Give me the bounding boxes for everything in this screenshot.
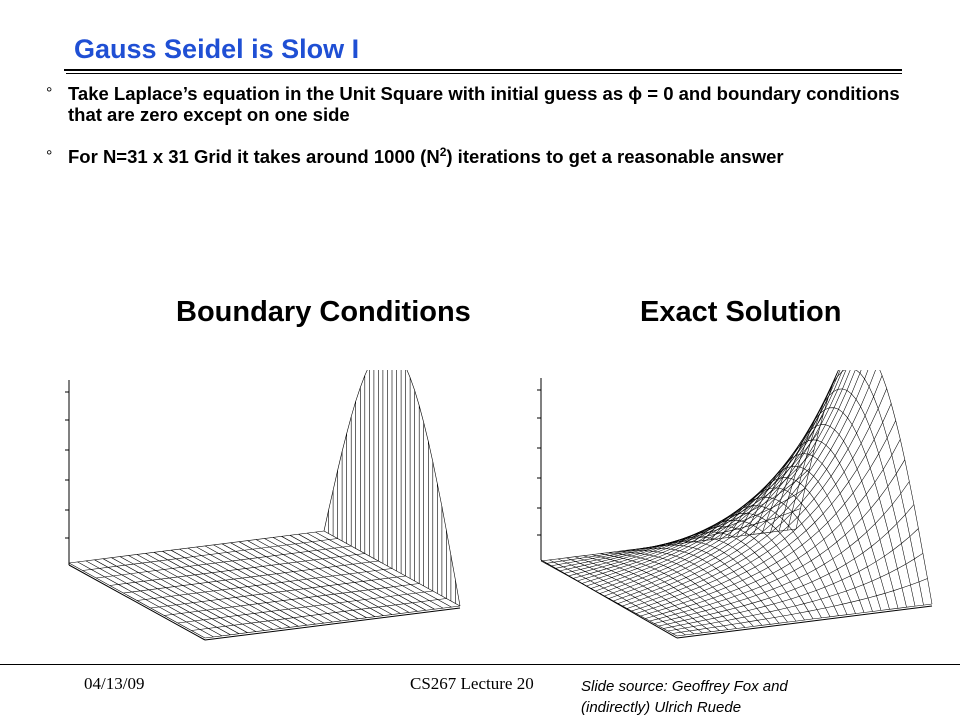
mesh-line xyxy=(649,459,906,622)
footer-source: Slide source: Geoffrey Fox and (indirect… xyxy=(581,676,851,718)
bullet-mark: ° xyxy=(46,85,53,102)
mesh-line xyxy=(540,528,797,562)
bullet-iterations-before: For N=31 x 31 Grid it takes around 1000 … xyxy=(68,146,440,167)
flat-grid-line xyxy=(191,598,447,631)
flat-grid-line xyxy=(164,583,420,616)
plot-left-axis-ticks xyxy=(65,391,69,539)
bullet-iterations: ° For N=31 x 31 Grid it takes around 100… xyxy=(46,146,916,167)
mesh-line xyxy=(663,528,919,629)
footer-rule xyxy=(0,664,960,665)
title-underline-secondary xyxy=(66,73,902,74)
mesh-line xyxy=(568,414,824,577)
mesh-line xyxy=(645,439,901,619)
mesh-line xyxy=(761,424,899,609)
bullet-iterations-superscript: 2 xyxy=(439,144,447,159)
mesh-line xyxy=(599,370,847,594)
flat-grid-line xyxy=(96,545,352,579)
mesh-line xyxy=(604,370,851,597)
mesh-line xyxy=(631,388,887,612)
flat-grid-line xyxy=(204,605,461,639)
boundary-conditions-label: Boundary Conditions xyxy=(176,296,471,328)
flat-grid-line xyxy=(109,553,365,586)
bullet-mark: ° xyxy=(46,148,53,165)
mesh-line xyxy=(676,603,933,637)
mesh-line xyxy=(577,385,833,582)
exact-solution-label: Exact Solution xyxy=(640,296,842,328)
mesh-line xyxy=(642,544,780,624)
mesh-line xyxy=(613,370,862,602)
mesh-line xyxy=(559,449,815,572)
mesh-line xyxy=(622,370,876,607)
mesh-line xyxy=(736,465,873,612)
mesh-line xyxy=(672,578,928,634)
flat-grid-line xyxy=(150,575,406,609)
mesh-line xyxy=(658,504,915,627)
bullet-iterations-text: For N=31 x 31 Grid it takes around 1000 … xyxy=(68,146,916,167)
bullet-iterations-after: ) iterations to get a reasonable answer xyxy=(446,146,784,167)
boundary-conditions-surface-plot xyxy=(65,370,461,641)
mesh-line xyxy=(600,553,737,629)
mesh-line xyxy=(595,370,843,592)
plot-right-axis-ticks xyxy=(537,389,541,536)
plot-right-axes xyxy=(540,378,933,639)
mesh-line xyxy=(618,370,869,604)
flat-grid-line xyxy=(177,590,433,624)
mesh-line xyxy=(787,370,924,606)
exact-solution-surface-plot xyxy=(537,370,933,639)
bullet-laplace: ° Take Laplace’s equation in the Unit Sq… xyxy=(46,83,916,125)
title-underline xyxy=(64,69,902,71)
mesh-line xyxy=(770,407,907,608)
mesh-line xyxy=(545,508,801,564)
mesh-line xyxy=(627,375,883,609)
mesh-line xyxy=(549,559,686,636)
slide-title: Gauss Seidel is Slow I xyxy=(74,34,360,64)
footer-source-line-2: (indirectly) Ulrich Ruede xyxy=(581,699,742,716)
plot-left-axes xyxy=(68,380,461,641)
mesh-line xyxy=(778,388,916,607)
mesh-line xyxy=(550,488,806,567)
mesh-line xyxy=(608,370,856,599)
mesh-line xyxy=(654,481,910,624)
mesh-line xyxy=(640,420,896,617)
footer-course: CS267 Lecture 20 xyxy=(410,674,534,693)
flat-grid-line xyxy=(123,560,379,594)
plot-right-solution-mesh xyxy=(540,370,933,637)
plot-left-peak-boundary xyxy=(323,370,461,607)
mesh-line xyxy=(586,370,839,587)
mesh-line xyxy=(566,557,703,634)
mesh-line xyxy=(554,468,810,569)
flat-grid-line xyxy=(136,568,393,601)
mesh-line xyxy=(636,403,892,614)
flat-grid-line xyxy=(82,538,338,571)
bullet-laplace-text: Take Laplace’s equation in the Unit Squa… xyxy=(68,83,900,125)
peak-outline xyxy=(323,370,461,607)
footer-date: 04/13/09 xyxy=(84,674,145,693)
mesh-line xyxy=(667,553,924,632)
mesh-line xyxy=(590,370,841,589)
flat-grid-line xyxy=(68,530,325,564)
mesh-line xyxy=(651,541,788,623)
plot-left-flat-boundary xyxy=(68,530,461,639)
footer-source-line-1: Slide source: Geoffrey Fox and xyxy=(581,678,788,695)
